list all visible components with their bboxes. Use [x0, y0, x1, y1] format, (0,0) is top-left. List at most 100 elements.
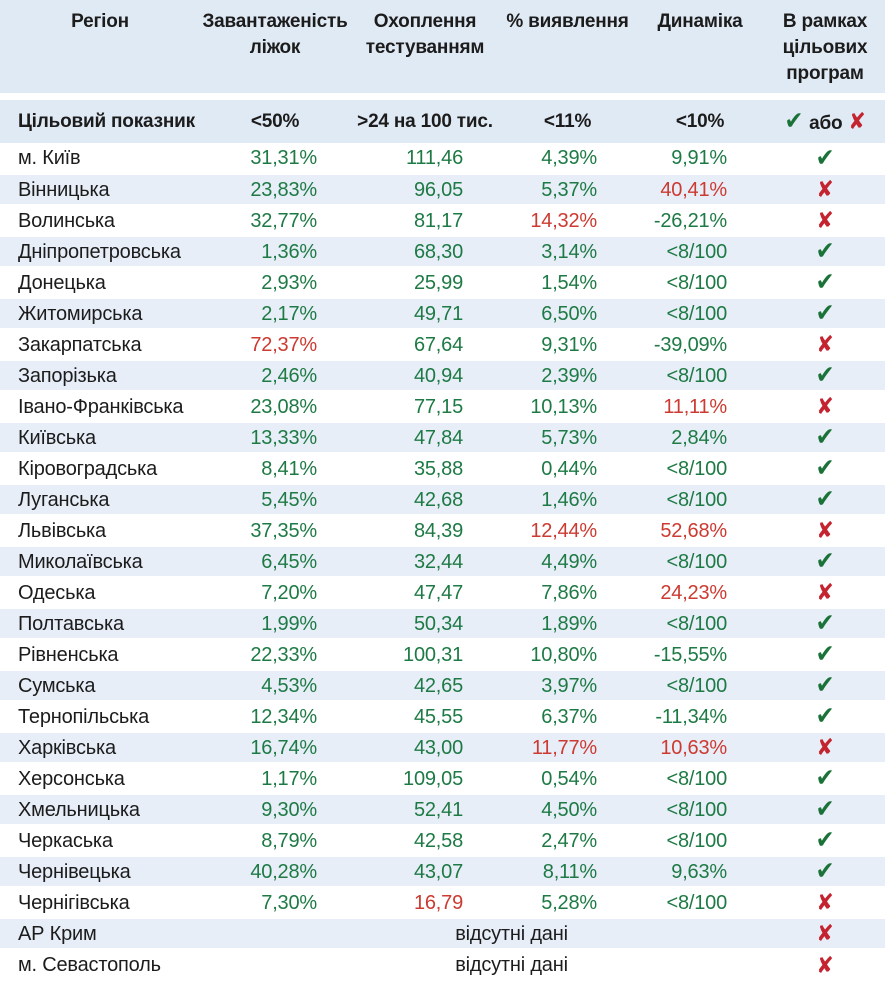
check-icon: ✔: [784, 107, 804, 135]
no-data-label: відсутні дані: [200, 917, 765, 950]
status-cell: ✘: [765, 731, 885, 764]
beds-value: 4,53%: [200, 669, 350, 702]
check-icon: ✔: [815, 795, 835, 823]
beds-value: 6,45%: [200, 545, 350, 578]
check-icon: ✔: [815, 423, 835, 451]
cross-icon: ✘: [816, 734, 834, 760]
table-row: АР Крим відсутні дані ✘: [0, 917, 885, 950]
testing-value: 43,07: [350, 855, 500, 888]
region-name: Чернігівська: [18, 891, 130, 914]
status-cell: ✔: [765, 639, 885, 670]
status-cell: ✔: [765, 267, 885, 298]
detection-value: 6,50%: [500, 297, 635, 330]
check-icon: ✔: [815, 143, 835, 172]
beds-value: 12,34%: [250, 705, 317, 728]
column-header-testing-coverage: Охоплення тестуванням: [350, 0, 500, 93]
check-icon: ✔: [815, 299, 835, 327]
detection-value: 4,39%: [541, 147, 597, 169]
table-row: Львівська 37,35% 84,39 12,44% 52,68% ✘: [0, 515, 885, 546]
beds-value: 1,99%: [200, 607, 350, 640]
testing-value: 43,00: [350, 731, 500, 764]
status-cell: ✘: [765, 329, 885, 360]
region-name: Львівська: [18, 519, 106, 542]
detection-value: 1,89%: [500, 607, 635, 640]
table-row: Закарпатська 72,37% 67,64 9,31% -39,09% ✘: [0, 329, 885, 360]
testing-value: 35,88: [413, 457, 463, 480]
target-detection-rate: <11%: [500, 100, 635, 143]
region-name: Волинська: [18, 209, 115, 232]
beds-value: 31,31%: [250, 147, 317, 169]
testing-value: 25,99: [413, 271, 463, 294]
target-status-legend: ✔ або ✘: [765, 100, 885, 143]
detection-value: 1,54%: [541, 271, 597, 294]
check-icon: ✔: [815, 547, 835, 575]
check-icon: ✔: [815, 640, 835, 668]
cross-icon: ✘: [816, 517, 834, 543]
status-cell: ✔: [765, 763, 885, 794]
status-cell: ✘: [765, 577, 885, 608]
table-row: Вінницька 23,83% 96,05 5,37% 40,41% ✘: [0, 173, 885, 206]
testing-value: 32,44: [350, 545, 500, 578]
testing-value: 68,30: [350, 235, 500, 268]
detection-value: 2,39%: [500, 359, 635, 392]
dynamics-value: 11,11%: [663, 395, 727, 418]
region-name: Вінницька: [0, 173, 200, 206]
region-name: Чернівецька: [0, 855, 200, 888]
table-row: Хмельницька 9,30% 52,41 4,50% <8/100 ✔: [0, 793, 885, 826]
testing-value: 50,34: [350, 607, 500, 640]
detection-value: 0,54%: [541, 767, 597, 790]
detection-value: 12,44%: [530, 519, 597, 542]
cross-icon: ✘: [816, 579, 834, 605]
testing-value: 45,55: [413, 705, 463, 728]
table-body: м. Київ 31,31% 111,46 4,39% 9,91% ✔ Вінницька 2…: [0, 143, 885, 980]
status-cell: ✔: [765, 545, 885, 578]
detection-value: 14,32%: [530, 209, 597, 232]
table-row: Миколаївська 6,45% 32,44 4,49% <8/100 ✔: [0, 545, 885, 578]
column-header-detection-rate: % виявлення: [500, 0, 635, 93]
status-cell: ✘: [765, 173, 885, 206]
dynamics-value: <8/100: [666, 457, 727, 480]
check-icon: ✔: [815, 361, 835, 389]
beds-value: 1,17%: [261, 767, 317, 790]
testing-value: 42,68: [350, 483, 500, 516]
dynamics-value: <8/100: [635, 235, 765, 268]
testing-value: 40,94: [350, 359, 500, 392]
table-row: Житомирська 2,17% 49,71 6,50% <8/100 ✔: [0, 297, 885, 330]
status-cell: ✘: [765, 917, 885, 950]
region-name: Запорізька: [0, 359, 200, 392]
detection-value: 7,86%: [541, 581, 597, 604]
region-name: Луганська: [0, 483, 200, 516]
testing-value: 84,39: [413, 519, 463, 542]
status-cell: ✔: [765, 793, 885, 826]
beds-value: 7,30%: [261, 891, 317, 914]
testing-value: 96,05: [350, 173, 500, 206]
cross-icon: ✘: [816, 331, 834, 357]
testing-value: 81,17: [413, 209, 463, 232]
table-row: Луганська 5,45% 42,68 1,46% <8/100 ✔: [0, 483, 885, 516]
check-icon: ✔: [815, 857, 835, 885]
status-cell: ✔: [765, 297, 885, 330]
column-header-dynamics: Динаміка: [635, 0, 765, 93]
detection-value: 1,46%: [500, 483, 635, 516]
beds-value: 2,46%: [200, 359, 350, 392]
cross-icon: ✘: [816, 951, 834, 978]
table-row: Івано-Франківська 23,08% 77,15 10,13% 11,11%…: [0, 391, 885, 422]
dynamics-value: 24,23%: [660, 581, 727, 604]
beds-value: 2,93%: [261, 271, 317, 294]
region-name: Рівненська: [18, 643, 119, 666]
detection-value: 4,50%: [500, 793, 635, 826]
dynamics-value: <8/100: [635, 793, 765, 826]
region-name: Івано-Франківська: [18, 395, 184, 418]
no-data-label: відсутні дані: [455, 954, 568, 976]
detection-value: 10,13%: [530, 395, 597, 418]
status-cell: ✔: [765, 825, 885, 856]
table-row: Харківська 16,74% 43,00 11,77% 10,63% ✘: [0, 731, 885, 764]
target-dynamics: <10%: [635, 100, 765, 143]
status-cell: ✔: [765, 669, 885, 702]
beds-value: 7,20%: [261, 581, 317, 604]
detection-value: 2,47%: [541, 829, 597, 852]
column-header-target-programs: В рамках цільових програм: [765, 0, 885, 93]
region-name: Харківська: [0, 731, 200, 764]
detection-value: 3,14%: [500, 235, 635, 268]
status-cell: ✘: [765, 205, 885, 236]
